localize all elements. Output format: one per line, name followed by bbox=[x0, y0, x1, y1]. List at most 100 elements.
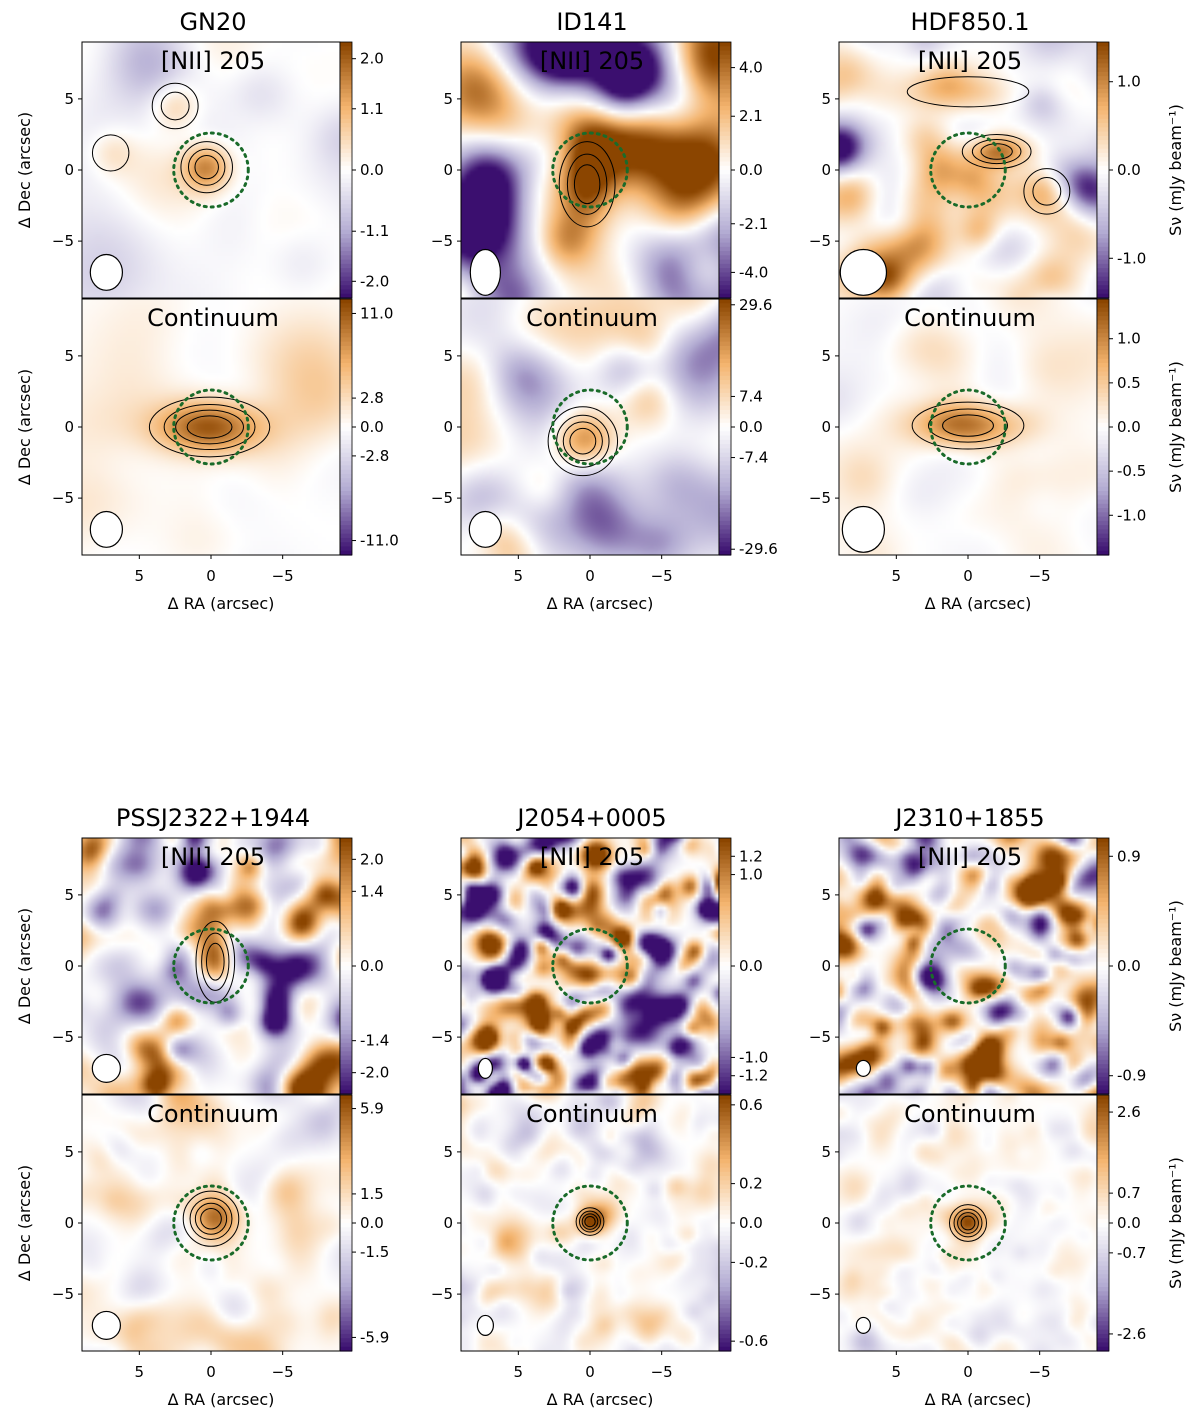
colorbar-segment bbox=[1097, 341, 1109, 347]
colorbar-segment bbox=[719, 1051, 731, 1057]
colorbar-segment bbox=[719, 1116, 731, 1122]
colorbar-segment bbox=[1097, 307, 1109, 313]
colorbar-segment bbox=[340, 46, 352, 52]
colorbar-segment bbox=[340, 1034, 352, 1040]
colorbar-segment bbox=[1097, 199, 1109, 205]
colorbar-segment bbox=[719, 1129, 731, 1134]
panel-label: [NII] 205 bbox=[161, 47, 265, 75]
colorbar-segment bbox=[1097, 384, 1109, 390]
y-tick-label: 0 bbox=[821, 1214, 831, 1232]
colorbar-segment bbox=[719, 405, 731, 411]
panel-2-0: [NII] 205 5 0 −5 1.0 0.0 -1.0 Sν (mJy beam⁻¹) bbox=[809, 41, 1185, 302]
colorbar-segment bbox=[1097, 1261, 1109, 1267]
colorbar-tick-label: -1.0 bbox=[1117, 506, 1146, 524]
colorbar-segment bbox=[340, 187, 352, 192]
contour-line bbox=[562, 421, 603, 462]
colorbar-segment bbox=[340, 289, 352, 295]
colorbar-segment bbox=[1097, 54, 1109, 60]
aperture-circle bbox=[172, 388, 250, 466]
colorbar-segment bbox=[719, 431, 731, 437]
colorbar-segment bbox=[1097, 289, 1109, 295]
colorbar-segment bbox=[719, 1047, 731, 1052]
colorbar-tick-label: -0.9 bbox=[1117, 1067, 1146, 1085]
colorbar-segment bbox=[340, 337, 352, 343]
colorbar-segment bbox=[340, 80, 352, 86]
colorbar-segment bbox=[719, 375, 731, 381]
colorbar-tick-label: 11.0 bbox=[360, 304, 393, 322]
colorbar-tick-label: 0.0 bbox=[360, 957, 384, 975]
contour-line bbox=[579, 1210, 601, 1233]
colorbar-segment bbox=[1097, 204, 1109, 209]
colorbar-segment bbox=[340, 944, 352, 950]
colorbar-segment bbox=[719, 1072, 731, 1078]
colorbar-segment bbox=[719, 354, 731, 360]
colorbar-segment bbox=[719, 940, 731, 946]
y-tick-label: 5 bbox=[64, 347, 74, 365]
colorbar-segment bbox=[340, 931, 352, 937]
colorbar-segment bbox=[719, 320, 731, 326]
colorbar-segment bbox=[340, 491, 352, 496]
colorbar-segment bbox=[719, 936, 731, 941]
colorbar-tick-label: 0.2 bbox=[739, 1175, 763, 1193]
colorbar-segment bbox=[340, 1146, 352, 1152]
colorbar-segment bbox=[719, 263, 731, 269]
colorbar-tick-label: 0.0 bbox=[739, 957, 763, 975]
colorbar-segment bbox=[1097, 508, 1109, 513]
colorbar-segment bbox=[1097, 234, 1109, 239]
colorbar-segment bbox=[1097, 367, 1109, 373]
colorbar-segment bbox=[1097, 1325, 1109, 1331]
colorbar-segment bbox=[340, 473, 352, 479]
colorbar-segment bbox=[1097, 418, 1109, 424]
colorbar-segment bbox=[1097, 1107, 1109, 1113]
colorbar-tick-label: 1.5 bbox=[360, 1185, 384, 1203]
colorbar-segment bbox=[719, 1269, 731, 1275]
colorbar-segment bbox=[1097, 499, 1109, 505]
colorbar-segment bbox=[719, 165, 731, 171]
colorbar-segment bbox=[1097, 178, 1109, 184]
contour-line bbox=[953, 1208, 983, 1238]
colorbar-segment bbox=[719, 473, 731, 479]
colorbar-segment bbox=[340, 1171, 352, 1177]
colorbar-segment bbox=[719, 1188, 731, 1194]
colorbar-segment bbox=[340, 876, 352, 882]
colorbar-segment bbox=[1097, 316, 1109, 321]
colorbar-segment bbox=[1097, 63, 1109, 69]
colorbar-segment bbox=[719, 307, 731, 313]
y-tick-label: −5 bbox=[52, 1028, 74, 1046]
colorbar-segment bbox=[719, 486, 731, 492]
colorbar-segment bbox=[719, 333, 731, 338]
colorbar-segment bbox=[719, 1193, 731, 1198]
colorbar-segment bbox=[1097, 435, 1109, 441]
colorbar-segment bbox=[1097, 961, 1109, 967]
colorbar-segment bbox=[1097, 936, 1109, 941]
colorbar-segment bbox=[340, 1274, 352, 1280]
contour-line bbox=[91, 134, 130, 172]
colorbar-segment bbox=[340, 255, 352, 261]
colorbar-segment bbox=[719, 110, 731, 116]
colorbar-segment bbox=[340, 106, 352, 111]
colorbar-segment bbox=[719, 1008, 731, 1014]
colorbar-segment bbox=[1097, 1295, 1109, 1301]
colorbar-segment bbox=[719, 456, 731, 462]
colorbar-segment bbox=[340, 1295, 352, 1301]
colorbar-segment bbox=[1097, 902, 1109, 907]
colorbar-segment bbox=[340, 1004, 352, 1010]
contour-line bbox=[1032, 177, 1062, 206]
colorbar-tick-label: 0.0 bbox=[1117, 418, 1141, 436]
colorbar-segment bbox=[340, 42, 352, 47]
colorbar-segment bbox=[719, 1068, 731, 1074]
aperture-circle bbox=[929, 131, 1007, 209]
colorbar-segment bbox=[719, 1137, 731, 1143]
contour-line bbox=[569, 427, 597, 455]
colorbar-segment bbox=[1097, 1227, 1109, 1233]
colorbar-segment bbox=[1097, 880, 1109, 886]
colorbar-tick-label: -1.0 bbox=[739, 1048, 768, 1066]
colorbar-segment bbox=[340, 303, 352, 309]
colorbar-segment bbox=[340, 1321, 352, 1326]
aperture-circle bbox=[172, 131, 250, 209]
colorbar-segment bbox=[719, 884, 731, 890]
colorbar-tick-label: 1.0 bbox=[1117, 73, 1141, 91]
colorbar-segment bbox=[719, 1210, 731, 1216]
colorbar-segment bbox=[1097, 948, 1109, 954]
contour-line bbox=[195, 920, 236, 1003]
